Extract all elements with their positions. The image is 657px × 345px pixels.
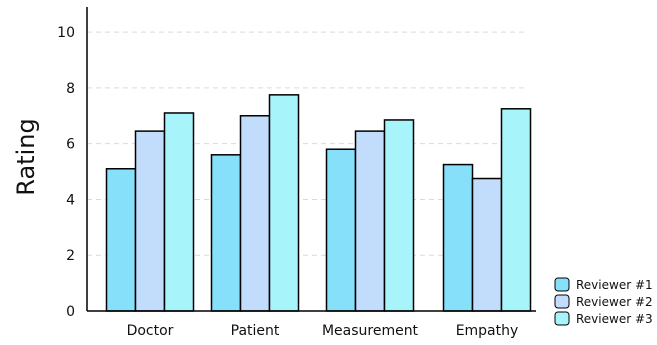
y-tick-label-10: 10 bbox=[57, 25, 75, 41]
x-category-label-empathy: Empathy bbox=[456, 323, 519, 339]
y-tick-label-4: 4 bbox=[66, 192, 75, 208]
y-tick-label-0: 0 bbox=[66, 304, 75, 320]
bar-patient-reviewer-3 bbox=[268, 94, 300, 312]
bars bbox=[105, 94, 532, 312]
legend-label-reviewer-3: Reviewer #3 bbox=[576, 312, 653, 326]
axes bbox=[86, 7, 536, 312]
bar-patient-reviewer-1 bbox=[210, 154, 242, 312]
legend-swatch-reviewer-3 bbox=[554, 311, 570, 326]
bar-empathy-reviewer-1 bbox=[442, 163, 474, 312]
bar-doctor-reviewer-1 bbox=[105, 168, 137, 312]
y-tick-label-2: 2 bbox=[66, 248, 75, 264]
bar-measurement-reviewer-3 bbox=[383, 119, 415, 312]
y-tick-label-8: 8 bbox=[66, 81, 75, 97]
bar-patient-reviewer-2 bbox=[239, 115, 271, 312]
legend: Reviewer #1 Reviewer #2 Reviewer #3 bbox=[554, 277, 653, 326]
y-tick-label-6: 6 bbox=[66, 137, 75, 153]
x-category-label-patient: Patient bbox=[231, 323, 280, 339]
legend-label-reviewer-2: Reviewer #2 bbox=[576, 295, 653, 309]
x-category-label-doctor: Doctor bbox=[127, 323, 174, 339]
legend-swatch-reviewer-2 bbox=[554, 294, 570, 309]
y-axis-label: Rating bbox=[12, 118, 40, 195]
bar-empathy-reviewer-3 bbox=[500, 108, 532, 312]
bar-doctor-reviewer-3 bbox=[163, 112, 195, 312]
bar-empathy-reviewer-2 bbox=[471, 177, 503, 312]
legend-label-reviewer-1: Reviewer #1 bbox=[576, 278, 653, 292]
y-tick-labels: 0 2 4 6 8 10 bbox=[57, 25, 75, 320]
bar-measurement-reviewer-2 bbox=[354, 130, 386, 312]
legend-swatch-reviewer-1 bbox=[554, 277, 570, 292]
bar-measurement-reviewer-1 bbox=[325, 148, 357, 312]
x-category-labels: Doctor Patient Measurement Empathy bbox=[127, 323, 519, 339]
bar-doctor-reviewer-2 bbox=[134, 130, 166, 312]
x-category-label-measurement: Measurement bbox=[322, 323, 419, 339]
